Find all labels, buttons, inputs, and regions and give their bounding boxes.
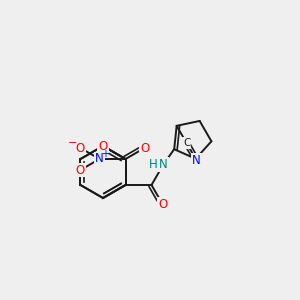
Text: C: C [183,138,190,148]
Text: N: N [95,152,104,166]
Text: O: O [76,164,85,176]
Text: O: O [98,140,108,152]
Text: −: − [68,138,77,148]
Text: N: N [192,154,201,167]
Text: O: O [158,198,167,211]
Text: H: H [149,158,158,171]
Text: O: O [140,142,149,154]
Text: +: + [101,149,110,159]
Text: O: O [76,142,85,154]
Text: N: N [159,158,168,171]
